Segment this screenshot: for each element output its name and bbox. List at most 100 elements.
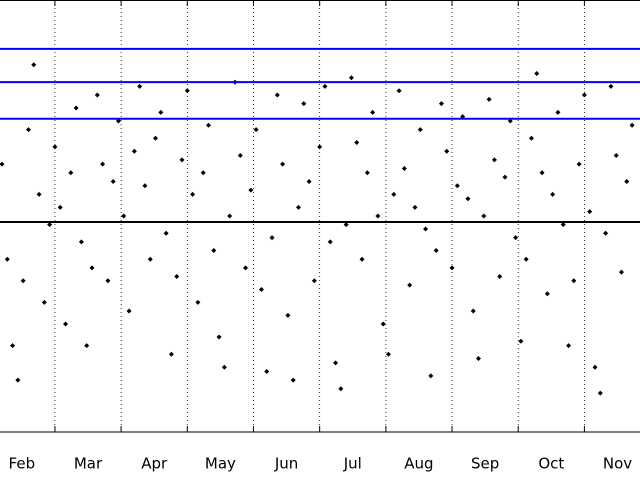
point [89,265,95,271]
point [343,222,349,228]
point [581,92,587,98]
point [290,377,296,383]
point [550,191,556,197]
x-tick-label: Jun [274,455,298,473]
point [163,230,169,236]
point [433,248,439,254]
point [184,88,190,94]
point [137,83,143,89]
point [412,204,418,210]
point [121,213,127,219]
point [195,299,201,305]
point [306,178,312,184]
point [401,165,407,171]
x-tick-label: Nov [603,455,632,473]
x-tick-label: Aug [404,455,433,473]
point [380,321,386,327]
point [555,109,561,115]
point [0,161,5,167]
point [481,213,487,219]
x-tick-label: Oct [538,455,564,473]
point [486,96,492,102]
point [317,144,323,150]
point [168,351,174,357]
point [47,222,53,228]
point [592,364,598,370]
x-tick-label: Jul [343,455,362,473]
point [502,174,508,180]
point [258,286,264,292]
point [407,282,413,288]
point [248,187,254,193]
point [142,183,148,189]
point [359,256,365,262]
point [190,191,196,197]
point [518,338,524,344]
point [179,157,185,163]
point [216,334,222,340]
point [301,101,307,107]
point [327,239,333,245]
point [243,265,249,271]
point [205,122,211,128]
point [333,360,339,366]
point [274,92,280,98]
point [454,183,460,189]
point [613,153,619,159]
point [428,373,434,379]
point [513,235,519,241]
point [211,248,217,254]
point [364,170,370,176]
point [449,265,455,271]
point [153,135,159,141]
x-tick-label: Feb [9,455,36,473]
point [375,213,381,219]
point [624,178,630,184]
point [534,70,540,76]
point [354,140,360,146]
point [544,291,550,297]
point [36,191,42,197]
point [269,235,275,241]
x-tick-label: Sep [471,455,499,473]
point [68,170,74,176]
point [15,377,21,383]
point [391,191,397,197]
point [370,109,376,115]
point [78,239,84,245]
point [528,135,534,141]
point [338,386,344,392]
point [237,153,243,159]
point [470,308,476,314]
point [25,127,31,133]
point [31,62,37,68]
point [465,196,471,202]
point [20,278,26,284]
point [629,122,635,128]
point [295,204,301,210]
point [73,105,79,111]
point [587,209,593,215]
point [221,364,227,370]
point [57,204,63,210]
point [147,256,153,262]
point [52,144,58,150]
point [285,312,291,318]
point [348,75,354,81]
point [105,278,111,284]
point [608,83,614,89]
point [576,161,582,167]
point [10,343,16,349]
point [264,369,270,375]
point [94,92,100,98]
point [280,161,286,167]
point [227,213,233,219]
point [560,222,566,228]
point [566,343,572,349]
point [618,269,624,275]
point [311,278,317,284]
point [253,127,259,133]
point [126,308,132,314]
point [417,127,423,133]
